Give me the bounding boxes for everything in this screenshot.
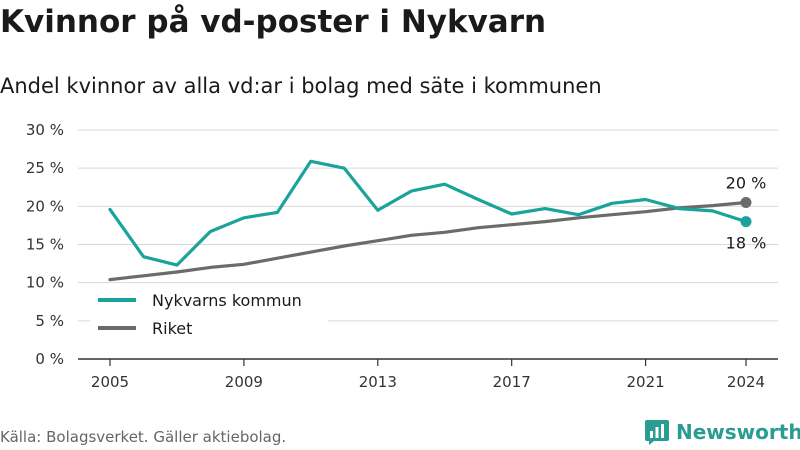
legend-label: Nykvarns kommun bbox=[152, 291, 302, 310]
legend-background bbox=[90, 285, 328, 343]
x-tick-label: 2024 bbox=[727, 373, 765, 391]
newsworthy-logo-icon bbox=[645, 420, 669, 445]
chart-title: Kvinnor på vd-poster i Nykvarn bbox=[0, 4, 547, 40]
end-label-nykvarn: 18 % bbox=[726, 234, 767, 253]
source-note: Källa: Bolagsverket. Gäller aktiebolag. bbox=[0, 428, 287, 446]
y-tick-label: 5 % bbox=[35, 312, 64, 330]
brand-logo: Newsworthy bbox=[644, 419, 800, 445]
x-tick-label: 2009 bbox=[225, 373, 263, 391]
x-tick-label: 2013 bbox=[359, 373, 397, 391]
x-tick-label: 2021 bbox=[626, 373, 664, 391]
end-point-nykvarn bbox=[740, 216, 752, 228]
y-tick-label: 25 % bbox=[26, 159, 64, 177]
x-axis-tick-labels: 2005 2009 2013 2017 2021 2024 bbox=[91, 359, 765, 391]
end-labels: 20 % 18 % bbox=[726, 174, 767, 253]
end-point-riket bbox=[740, 197, 752, 209]
y-axis-tick-labels: 0 % 5 % 10 % 15 % 20 % 25 % 30 % bbox=[26, 121, 64, 368]
series-line-nykvarn bbox=[108, 159, 748, 267]
chart-subtitle: Andel kvinnor av alla vd:ar i bolag med … bbox=[0, 74, 602, 98]
y-tick-label: 15 % bbox=[26, 236, 64, 254]
end-label-riket: 20 % bbox=[726, 174, 767, 193]
x-tick-label: 2017 bbox=[493, 373, 531, 391]
gridlines bbox=[78, 129, 778, 360]
brand-name: Newsworthy bbox=[676, 420, 800, 444]
series-line-riket bbox=[108, 200, 748, 282]
y-tick-label: 0 % bbox=[35, 350, 64, 368]
legend: Nykvarns kommun Riket bbox=[90, 285, 328, 343]
y-tick-label: 30 % bbox=[26, 121, 64, 139]
y-tick-label: 10 % bbox=[26, 274, 64, 292]
y-tick-label: 20 % bbox=[26, 197, 64, 215]
legend-label: Riket bbox=[152, 319, 192, 338]
x-tick-label: 2005 bbox=[91, 373, 129, 391]
series-lines bbox=[108, 159, 752, 282]
